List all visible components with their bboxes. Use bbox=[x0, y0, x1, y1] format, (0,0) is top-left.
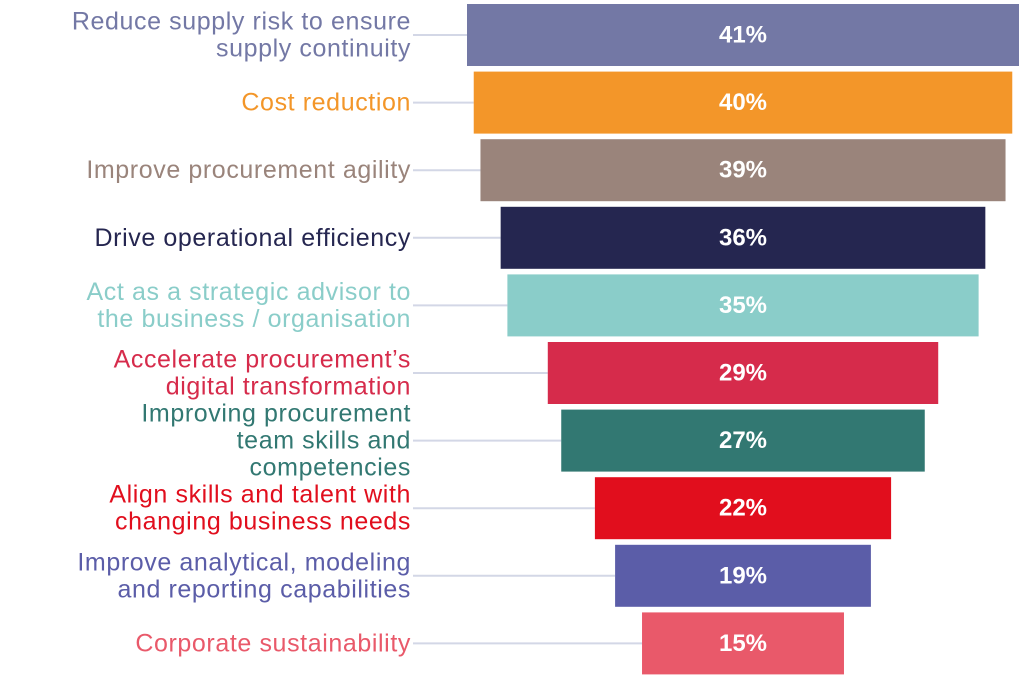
category-label: competencies bbox=[250, 454, 411, 482]
funnel-bar bbox=[500, 206, 986, 269]
category-label: Act as a strategic advisor to bbox=[87, 278, 411, 306]
category-label: Corporate sustainability bbox=[135, 629, 411, 657]
bar-value-label: 36% bbox=[719, 224, 767, 251]
funnel-bar bbox=[467, 4, 1019, 66]
category-label: the business / organisation bbox=[97, 305, 411, 333]
bar-value-label: 29% bbox=[719, 360, 767, 387]
category-label: Improving procurement bbox=[141, 400, 411, 428]
funnel-bar bbox=[642, 612, 844, 675]
bar-value-label: 39% bbox=[719, 157, 767, 184]
bar-value-label: 22% bbox=[719, 495, 767, 522]
category-label: Improve procurement agility bbox=[86, 156, 411, 184]
bar-value-label: 15% bbox=[719, 630, 767, 657]
bar-value-label: 27% bbox=[719, 427, 767, 454]
category-label: and reporting capabilities bbox=[117, 575, 411, 603]
category-label: Align skills and talent with bbox=[109, 481, 411, 509]
category-label: Drive operational efficiency bbox=[95, 224, 412, 252]
funnel-bar bbox=[480, 139, 1006, 202]
category-label: Reduce supply risk to ensure bbox=[72, 8, 411, 36]
category-label: supply continuity bbox=[216, 35, 411, 63]
bar-value-label: 40% bbox=[719, 89, 767, 116]
category-label: digital transformation bbox=[166, 373, 411, 401]
funnel-bar bbox=[561, 409, 925, 472]
funnel-bar bbox=[615, 544, 871, 607]
bar-value-label: 35% bbox=[719, 292, 767, 319]
category-label: Accelerate procurement’s bbox=[114, 346, 411, 374]
funnel-bar bbox=[594, 477, 892, 540]
category-label: changing business needs bbox=[115, 508, 411, 536]
funnel-bar bbox=[547, 342, 939, 404]
bar-value-label: 19% bbox=[719, 562, 767, 589]
category-label: Improve analytical, modeling bbox=[77, 548, 411, 576]
bar-value-label: 41% bbox=[719, 22, 767, 49]
category-label: team skills and bbox=[237, 427, 411, 455]
category-label: Cost reduction bbox=[241, 89, 411, 117]
funnel-bar bbox=[473, 71, 1013, 134]
funnel-bar bbox=[507, 274, 979, 337]
